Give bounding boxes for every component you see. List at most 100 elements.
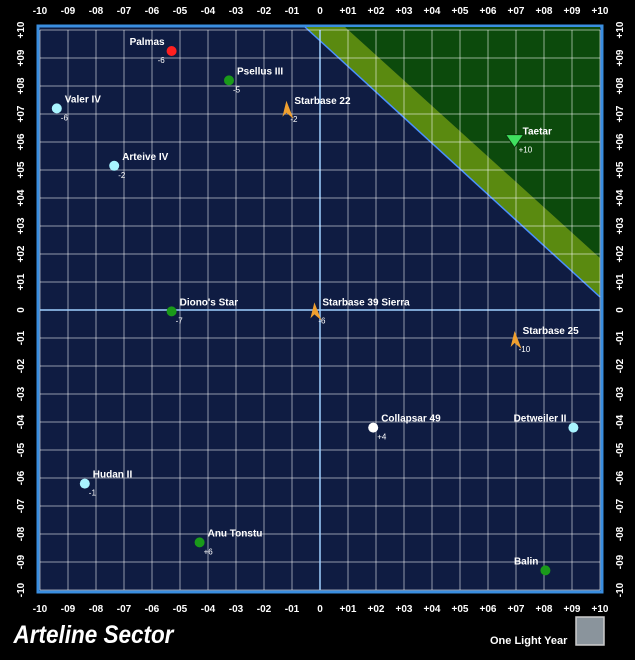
star	[166, 46, 177, 56]
y-tick-label: -09	[16, 554, 27, 569]
star	[166, 306, 177, 317]
x-tick-label: +02	[368, 604, 385, 615]
x-tick-label: -07	[117, 6, 132, 17]
object-label: -5	[233, 85, 241, 94]
x-tick-label: -06	[145, 604, 160, 615]
x-tick-label: 0	[317, 604, 323, 615]
star	[79, 478, 90, 489]
y-tick-label: -04	[615, 414, 626, 429]
x-tick-label: -03	[229, 604, 244, 615]
star	[540, 565, 551, 576]
y-tick-label: +10	[615, 21, 626, 38]
x-tick-label: +05	[452, 604, 469, 615]
y-tick-label: -10	[16, 582, 27, 597]
y-tick-label: -08	[615, 526, 626, 541]
y-tick-label: -08	[16, 526, 27, 541]
x-tick-label: -05	[173, 6, 188, 17]
x-tick-label: -08	[89, 6, 104, 17]
x-tick-label: +07	[508, 604, 525, 615]
scale-box	[575, 616, 605, 646]
grid: -10-10-10 -10-09-09-09 -09-08-08-08 -08-07-…	[16, 6, 626, 615]
y-tick-label: +07	[16, 105, 27, 122]
object-label: -7	[176, 316, 184, 325]
y-tick-label: +02	[615, 245, 626, 262]
x-tick-label: +03	[396, 6, 413, 17]
y-tick-label: +03	[16, 217, 27, 234]
x-tick-label: -04	[201, 604, 216, 615]
object-name: Anu Tonstu	[208, 528, 263, 539]
y-tick-label: -05	[615, 442, 626, 457]
object-label: +6	[204, 547, 214, 556]
x-tick-label: +02	[368, 6, 385, 17]
y-tick-label: -04	[16, 414, 27, 429]
x-tick-label: -09	[61, 604, 76, 615]
x-tick-label: -02	[257, 6, 272, 17]
object-name: Palmas	[130, 37, 165, 48]
x-tick-label: -01	[285, 6, 300, 17]
x-tick-label: +07	[508, 6, 525, 17]
star	[224, 75, 234, 86]
object-name: Diono's Star	[180, 297, 239, 308]
object-label: -1	[89, 489, 97, 498]
x-tick-label: +08	[536, 604, 553, 615]
y-tick-label: -07	[615, 498, 626, 513]
y-tick-label: -01	[615, 330, 626, 345]
object-name: Hudan II	[93, 470, 133, 481]
x-tick-label: +10	[592, 604, 609, 615]
x-tick-label: -05	[173, 604, 188, 615]
x-tick-label: -03	[229, 6, 244, 17]
starbase	[310, 302, 322, 321]
y-tick-label: -03	[615, 386, 626, 401]
y-tick-label: -03	[16, 386, 27, 401]
x-tick-label: 0	[317, 6, 323, 17]
x-tick-label: -09	[61, 6, 76, 17]
y-tick-label: +08	[615, 77, 626, 94]
star	[194, 537, 205, 548]
y-tick-label: -02	[615, 358, 626, 373]
x-tick-label: +09	[564, 6, 581, 17]
x-tick-label: -06	[145, 6, 160, 17]
object-label: -2	[290, 115, 298, 124]
object-name: Valer IV	[65, 94, 101, 105]
x-tick-label: +03	[396, 604, 413, 615]
object-label: +10	[519, 146, 533, 155]
x-tick-label: +06	[480, 604, 497, 615]
y-tick-label: -01	[16, 330, 27, 345]
star	[109, 160, 120, 171]
object-label: -2	[118, 171, 126, 180]
starbase	[282, 100, 294, 119]
border-line	[304, 26, 601, 298]
x-tick-label: -01	[285, 604, 300, 615]
y-tick-label: -06	[615, 470, 626, 485]
star	[568, 422, 579, 433]
x-tick-label: -08	[89, 604, 104, 615]
object-name: Collapsar 49	[381, 414, 441, 425]
object-label: +4	[377, 433, 387, 442]
y-tick-label: -05	[16, 442, 27, 457]
y-tick-label: +09	[16, 49, 27, 66]
object-label: -6	[318, 316, 326, 325]
x-tick-label: -10	[33, 6, 48, 17]
y-tick-label: +05	[16, 161, 27, 178]
x-tick-label: +04	[424, 604, 441, 615]
y-tick-label: +03	[615, 217, 626, 234]
x-tick-label: +05	[452, 6, 469, 17]
x-tick-label: -07	[117, 604, 132, 615]
starbase	[510, 330, 522, 349]
y-tick-label: 0	[16, 307, 27, 313]
y-tick-label: -09	[615, 554, 626, 569]
y-tick-label: +05	[615, 161, 626, 178]
object-name: Balin	[514, 556, 538, 567]
y-tick-label: +06	[16, 133, 27, 150]
x-tick-label: +09	[564, 604, 581, 615]
y-tick-label: -07	[16, 498, 27, 513]
y-tick-label: -10	[615, 582, 626, 597]
object-name: Psellus III	[237, 66, 283, 77]
star	[51, 103, 62, 114]
y-tick-label: +01	[16, 273, 27, 290]
y-tick-label: +02	[16, 245, 27, 262]
star	[368, 422, 379, 433]
x-tick-label: +10	[592, 6, 609, 17]
